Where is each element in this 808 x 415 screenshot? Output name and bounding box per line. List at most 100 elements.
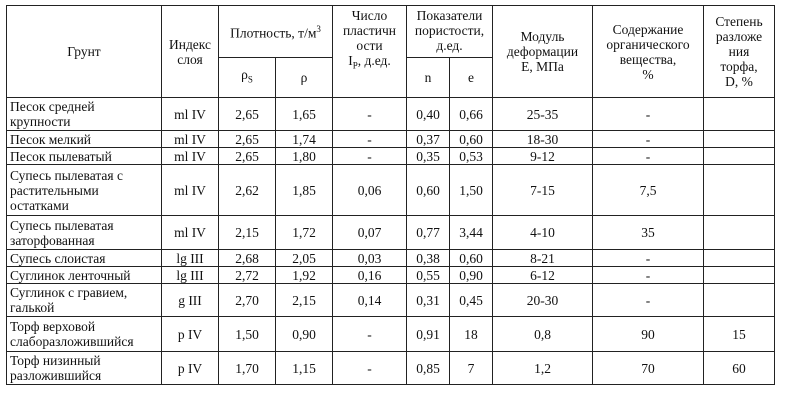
cell-soil-name: Песок мелкий <box>6 130 162 148</box>
cell-decomp <box>703 215 775 250</box>
cell-index: lg III <box>161 266 219 284</box>
table-row: Песок пылеватый ml IV 2,65 1,80-0,35 0,53 9-1… <box>6 147 775 165</box>
table-row: Суглинок ленточный lg III 2,72 1,92 0,16 0,55… <box>6 266 775 284</box>
cell-rho-s: 2,65 <box>218 130 276 148</box>
cell-rho: 0,90 <box>275 316 333 352</box>
cell-decomp <box>703 164 775 216</box>
cell-organic: - <box>592 249 704 267</box>
cell-organic: - <box>592 97 704 131</box>
cell-soil-name: Торф низинный разложившийся <box>6 351 162 385</box>
cell-soil-name: Суглинок ленточный <box>6 266 162 284</box>
header-row-1: Грунт Индекс слоя Плотность, т/м3 Число пл… <box>6 5 775 98</box>
soil-properties-table-wrapper: Грунт Индекс слоя Плотность, т/м3 Число пл… <box>6 5 775 385</box>
cell-n: 0,77 <box>406 215 450 250</box>
cell-rho: 1,15 <box>275 351 333 385</box>
table-body: Песок средней крупности ml IV 2,65 1,65-0,40… <box>6 97 775 385</box>
cell-e: 0,66 <box>449 97 493 131</box>
cell-index: lg III <box>161 249 219 267</box>
cell-ip: - <box>332 147 407 165</box>
cell-ip: - <box>332 316 407 352</box>
cell-organic: - <box>592 130 704 148</box>
table-row: Торф верховой слаборазложившийся p IV 1,50 0… <box>6 316 775 352</box>
cell-n: 0,60 <box>406 164 450 216</box>
header-soil: Грунт <box>6 5 162 98</box>
header-plasticity: Число пластичн ости IP, д.ед. <box>332 5 407 98</box>
cell-E: 7-15 <box>492 164 593 216</box>
cell-rho: 2,15 <box>275 283 333 317</box>
cell-n: 0,35 <box>406 147 450 165</box>
cell-decomp <box>703 283 775 317</box>
cell-n: 0,40 <box>406 97 450 131</box>
header-row-2: ρS ρ n e <box>7 57 775 98</box>
cell-organic: 7,5 <box>592 164 704 216</box>
cell-rho: 1,72 <box>275 215 333 250</box>
cell-rho-s: 2,72 <box>218 266 276 284</box>
header-rho: ρ <box>275 57 333 98</box>
cell-organic: 35 <box>592 215 704 250</box>
cell-E: 18-30 <box>492 130 593 148</box>
cell-organic: - <box>592 147 704 165</box>
cell-decomp <box>703 130 775 148</box>
cell-organic: - <box>592 266 704 284</box>
soil-properties-table: Грунт Индекс слоя Плотность, т/м3 Число пл… <box>6 5 775 385</box>
header-density: Плотность, т/м3 <box>218 5 333 58</box>
cell-decomp <box>703 147 775 165</box>
cell-e: 18 <box>449 316 493 352</box>
cell-organic: 90 <box>592 316 704 352</box>
header-peat-decomposition: Степень разложе ния торфа, D, % <box>703 5 775 98</box>
cell-rho-s: 2,15 <box>218 215 276 250</box>
cell-rho-s: 2,70 <box>218 283 276 317</box>
cell-e: 0,45 <box>449 283 493 317</box>
header-rho-s: ρS <box>218 57 276 98</box>
cell-rho-s: 2,65 <box>218 147 276 165</box>
cell-index: p IV <box>161 351 219 385</box>
cell-rho-s: 1,70 <box>218 351 276 385</box>
cell-rho: 1,74 <box>275 130 333 148</box>
cell-soil-name: Супесь пылеватая заторфованная <box>6 215 162 250</box>
table-row: Песок средней крупности ml IV 2,65 1,65-0,40… <box>6 97 775 131</box>
cell-organic: - <box>592 283 704 317</box>
table-row: Супесь пылеватая с растительными остатками… <box>6 164 775 216</box>
header-porosity: Показатели пористости, д.ед. <box>406 5 493 58</box>
cell-ip: - <box>332 97 407 131</box>
cell-index: ml IV <box>161 215 219 250</box>
cell-soil-name: Песок средней крупности <box>6 97 162 131</box>
cell-ip: 0,16 <box>332 266 407 284</box>
cell-n: 0,85 <box>406 351 450 385</box>
cell-E: 0,8 <box>492 316 593 352</box>
cell-organic: 70 <box>592 351 704 385</box>
cell-rho: 2,05 <box>275 249 333 267</box>
cell-decomp <box>703 266 775 284</box>
cell-index: ml IV <box>161 130 219 148</box>
cell-index: ml IV <box>161 97 219 131</box>
cell-soil-name: Супесь слоистая <box>6 249 162 267</box>
cell-index: g III <box>161 283 219 317</box>
cell-soil-name: Супесь пылеватая с растительными остатками <box>6 164 162 216</box>
cell-e: 7 <box>449 351 493 385</box>
cell-decomp <box>703 97 775 131</box>
cell-e: 3,44 <box>449 215 493 250</box>
cell-index: p IV <box>161 316 219 352</box>
cell-e: 0,60 <box>449 249 493 267</box>
table-row: Песок мелкий ml IV 2,65 1,74-0,37 0,60 18-30- <box>6 130 775 148</box>
cell-ip: 0,14 <box>332 283 407 317</box>
cell-decomp <box>703 249 775 267</box>
header-n: n <box>406 57 450 98</box>
cell-ip: 0,07 <box>332 215 407 250</box>
cell-E: 6-12 <box>492 266 593 284</box>
cell-e: 0,60 <box>449 130 493 148</box>
header-layer-index: Индекс слоя <box>161 5 219 98</box>
cell-index: ml IV <box>161 147 219 165</box>
cell-soil-name: Торф верховой слаборазложившийся <box>6 316 162 352</box>
table-row: Торф низинный разложившийся p IV 1,70 1,15-0… <box>6 351 775 385</box>
cell-n: 0,55 <box>406 266 450 284</box>
cell-rho: 1,80 <box>275 147 333 165</box>
cell-decomp: 15 <box>703 316 775 352</box>
cell-E: 8-21 <box>492 249 593 267</box>
cell-rho-s: 2,68 <box>218 249 276 267</box>
cell-ip: 0,06 <box>332 164 407 216</box>
cell-e: 0,53 <box>449 147 493 165</box>
cell-e: 0,90 <box>449 266 493 284</box>
header-e: e <box>449 57 493 98</box>
cell-E: 4-10 <box>492 215 593 250</box>
